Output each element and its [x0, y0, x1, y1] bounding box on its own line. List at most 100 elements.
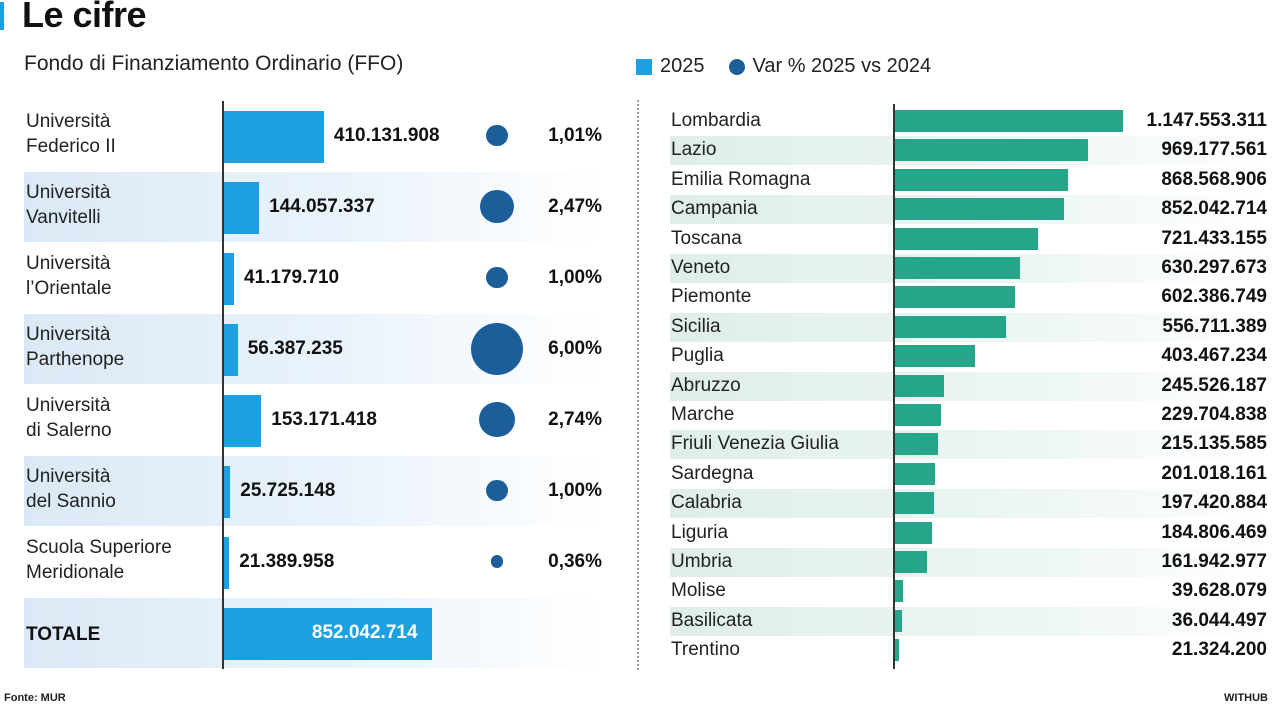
region-value-label: 969.177.561 [1161, 139, 1267, 161]
ffo-bar [224, 465, 231, 518]
region-value-label: 403.467.234 [1161, 345, 1267, 367]
chart-divider [637, 100, 639, 670]
title-accent-bar [0, 2, 4, 30]
region-name: Basilicata [671, 609, 753, 631]
ffo-value-label: 56.387.235 [247, 337, 343, 359]
region-axis-line [893, 104, 895, 669]
region-name: Emilia Romagna [671, 168, 811, 190]
variation-percent-label: 2,74% [548, 408, 602, 430]
region-name: Sardegna [671, 462, 754, 484]
variation-dot [486, 124, 508, 147]
university-name-line: Federico II [26, 136, 116, 157]
ffo-value-label: 153.171.418 [271, 408, 377, 430]
legend-bar-label: 2025 [660, 55, 705, 77]
total-bar [224, 607, 432, 660]
university-name-line: l’Orientale [26, 278, 112, 299]
region-name: Molise [671, 580, 726, 602]
ffo-bar [224, 110, 324, 163]
ffo-value-label: 41.179.710 [244, 266, 340, 288]
university-name-line: di Salerno [26, 420, 112, 441]
university-name-line: Università [26, 466, 111, 487]
university-name: Scuola Superiore Meridionale [26, 535, 216, 585]
university-name: Università di Salerno [26, 393, 216, 443]
region-name: Veneto [671, 257, 731, 278]
region-name: Puglia [671, 345, 724, 367]
region-bar [895, 286, 1015, 309]
university-name-line: Meridionale [26, 562, 125, 583]
region-bar [895, 551, 928, 573]
total-value-label: 852.042.714 [311, 621, 418, 643]
university-name: Università Vanvitelli [26, 180, 216, 230]
legend: 2025 Var % 2025 vs 2024 [636, 55, 931, 78]
region-name: Trentino [671, 639, 740, 661]
university-name-line: Università [26, 111, 111, 132]
ffo-value-label: 25.725.148 [240, 479, 336, 501]
region-row-background [670, 489, 1270, 519]
region-bar [895, 404, 941, 426]
region-bar [895, 227, 1039, 250]
variation-dot [490, 555, 504, 568]
variation-dot [471, 322, 523, 375]
region-value-label: 229.704.838 [1161, 404, 1267, 425]
region-bar [895, 462, 935, 485]
region-bar [895, 257, 1021, 279]
university-name: Università Federico II [26, 109, 216, 159]
region-bar [895, 639, 900, 662]
region-bar [895, 609, 903, 632]
variation-percent-label: 1,01% [548, 124, 602, 146]
ffo-value-label: 410.131.908 [333, 124, 440, 146]
variation-dot [486, 479, 508, 502]
university-name-line: Università [26, 324, 111, 345]
region-name: Abruzzo [671, 374, 741, 396]
university-axis-line [222, 101, 224, 669]
university-name-line: Università [26, 253, 111, 274]
region-name: Toscana [671, 227, 742, 249]
university-name-line: Parthenope [26, 349, 125, 370]
region-value-label: 852.042.714 [1161, 198, 1267, 220]
ffo-bar [224, 323, 238, 376]
region-bar [895, 345, 976, 368]
legend-square-marker [636, 58, 652, 75]
ffo-value-label: 21.389.958 [239, 550, 335, 572]
region-bar [895, 492, 935, 515]
region-bar [895, 521, 932, 544]
region-name: Calabria [671, 492, 742, 514]
region-name: Campania [671, 198, 758, 220]
region-bar [895, 580, 903, 603]
variation-percent-label: 0,36% [548, 550, 602, 572]
region-bar [895, 168, 1068, 191]
region-row-background [670, 606, 1270, 636]
region-value-label: 215.135.585 [1161, 433, 1267, 455]
variation-dot [480, 189, 514, 224]
region-value-label: 21.324.200 [1171, 639, 1267, 661]
region-name: Piemonte [671, 286, 752, 308]
variation-percent-label: 2,47% [548, 195, 602, 217]
university-name: Università del Sannio [26, 464, 216, 514]
region-row-background [670, 371, 1270, 401]
region-value-label: 36.044.497 [1171, 609, 1267, 631]
region-value-label: 630.297.673 [1161, 257, 1267, 278]
credit-note: WITHUB [1224, 692, 1268, 704]
region-value-label: 602.386.749 [1161, 286, 1267, 308]
variation-dot [486, 266, 508, 289]
region-bar [895, 110, 1123, 132]
variation-percent-label: 1,00% [548, 479, 602, 501]
region-value-label: 184.806.469 [1161, 521, 1267, 543]
university-name: Università l’Orientale [26, 251, 216, 301]
legend-dot-label: Var % 2025 vs 2024 [752, 55, 932, 77]
legend-circle-marker [728, 58, 745, 75]
region-bar [895, 374, 944, 397]
region-value-label: 1.147.553.311 [1146, 110, 1267, 131]
region-name: Sicilia [671, 315, 721, 337]
ffo-bar [224, 181, 260, 234]
university-name-line: Scuola Superiore [26, 537, 172, 558]
region-bar [895, 139, 1088, 162]
region-bar [895, 315, 1006, 338]
region-value-label: 161.942.977 [1161, 551, 1267, 572]
total-label: TOTALE [26, 623, 101, 645]
region-value-label: 201.018.161 [1161, 462, 1267, 484]
region-bar [895, 433, 938, 456]
region-name: Umbria [671, 551, 733, 572]
region-value-label: 721.433.155 [1161, 227, 1267, 249]
region-name: Friuli Venezia Giulia [671, 433, 839, 455]
